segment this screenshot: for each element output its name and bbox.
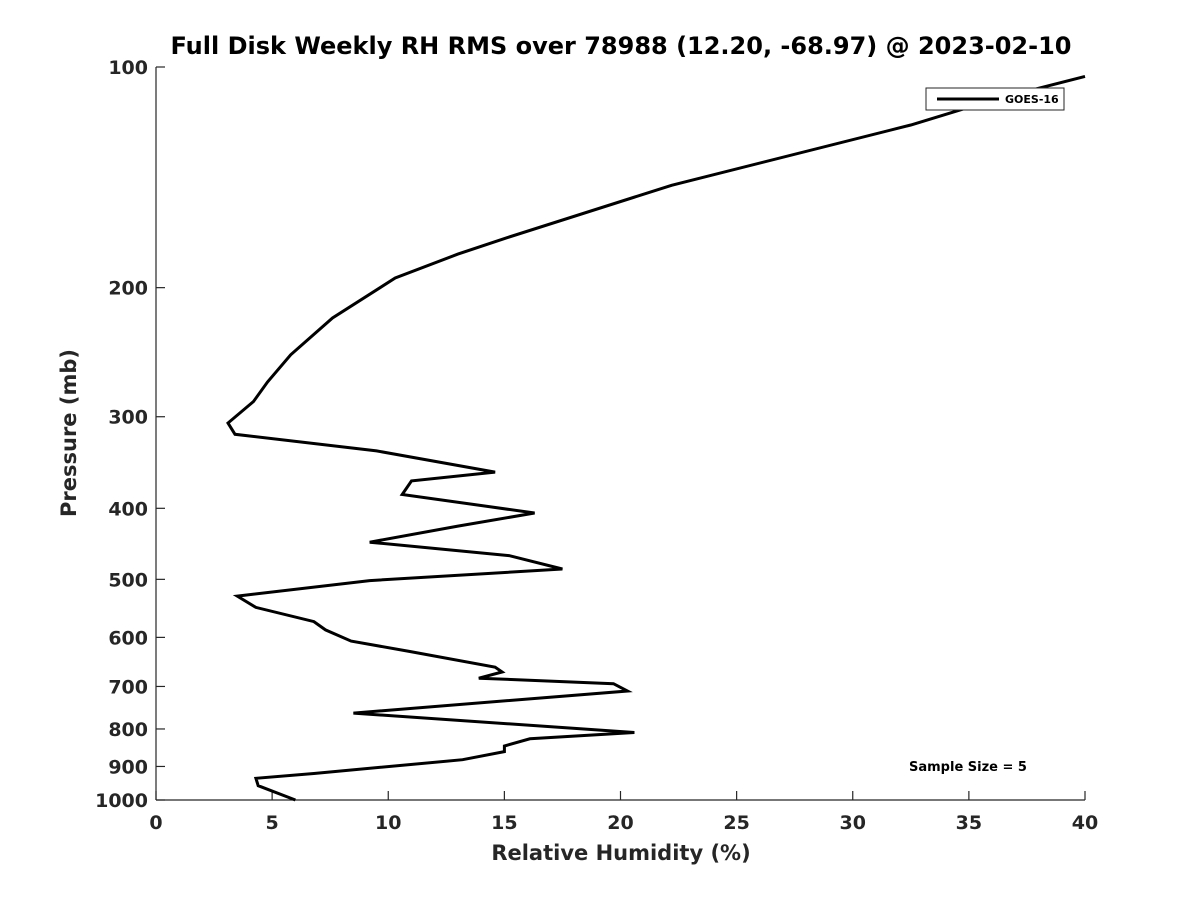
y-tick-label: 1000 bbox=[95, 790, 148, 812]
chart-title: Full Disk Weekly RH RMS over 78988 (12.2… bbox=[170, 32, 1071, 60]
x-tick-label: 15 bbox=[491, 812, 517, 834]
y-axis-label: Pressure (mb) bbox=[57, 349, 81, 517]
x-tick-label: 20 bbox=[607, 812, 633, 834]
x-tick-label: 25 bbox=[723, 812, 749, 834]
x-tick-label: 5 bbox=[266, 812, 279, 834]
x-axis-label: Relative Humidity (%) bbox=[491, 841, 750, 865]
series-line-goes-16 bbox=[226, 74, 1086, 802]
legend: GOES-16 bbox=[925, 87, 1065, 111]
series-layer bbox=[226, 74, 1086, 802]
plot-area bbox=[155, 67, 1085, 801]
y-tick-label: 900 bbox=[108, 756, 148, 778]
y-tick-label: 700 bbox=[108, 676, 148, 698]
y-tick-label: 500 bbox=[108, 569, 148, 591]
x-tick-label: 30 bbox=[840, 812, 866, 834]
sample-size-annotation: Sample Size = 5 bbox=[909, 760, 1027, 775]
y-tick-label: 800 bbox=[108, 719, 148, 741]
legend-label-goes-16: GOES-16 bbox=[1005, 93, 1059, 106]
y-tick-label: 100 bbox=[108, 57, 148, 79]
x-tick-label: 35 bbox=[956, 812, 982, 834]
y-ticks: 100 200 300 400 500 600 700 800 900 1000 bbox=[95, 57, 165, 812]
x-ticks: 0 5 10 15 20 25 30 35 40 bbox=[149, 791, 1098, 834]
x-tick-label: 10 bbox=[375, 812, 401, 834]
x-tick-label: 0 bbox=[149, 812, 162, 834]
plot-frame bbox=[156, 67, 1085, 800]
y-tick-label: 400 bbox=[108, 498, 148, 520]
y-tick-label: 600 bbox=[108, 627, 148, 649]
x-tick-label: 40 bbox=[1072, 812, 1098, 834]
y-tick-label: 200 bbox=[108, 278, 148, 300]
y-tick-label: 300 bbox=[108, 407, 148, 429]
